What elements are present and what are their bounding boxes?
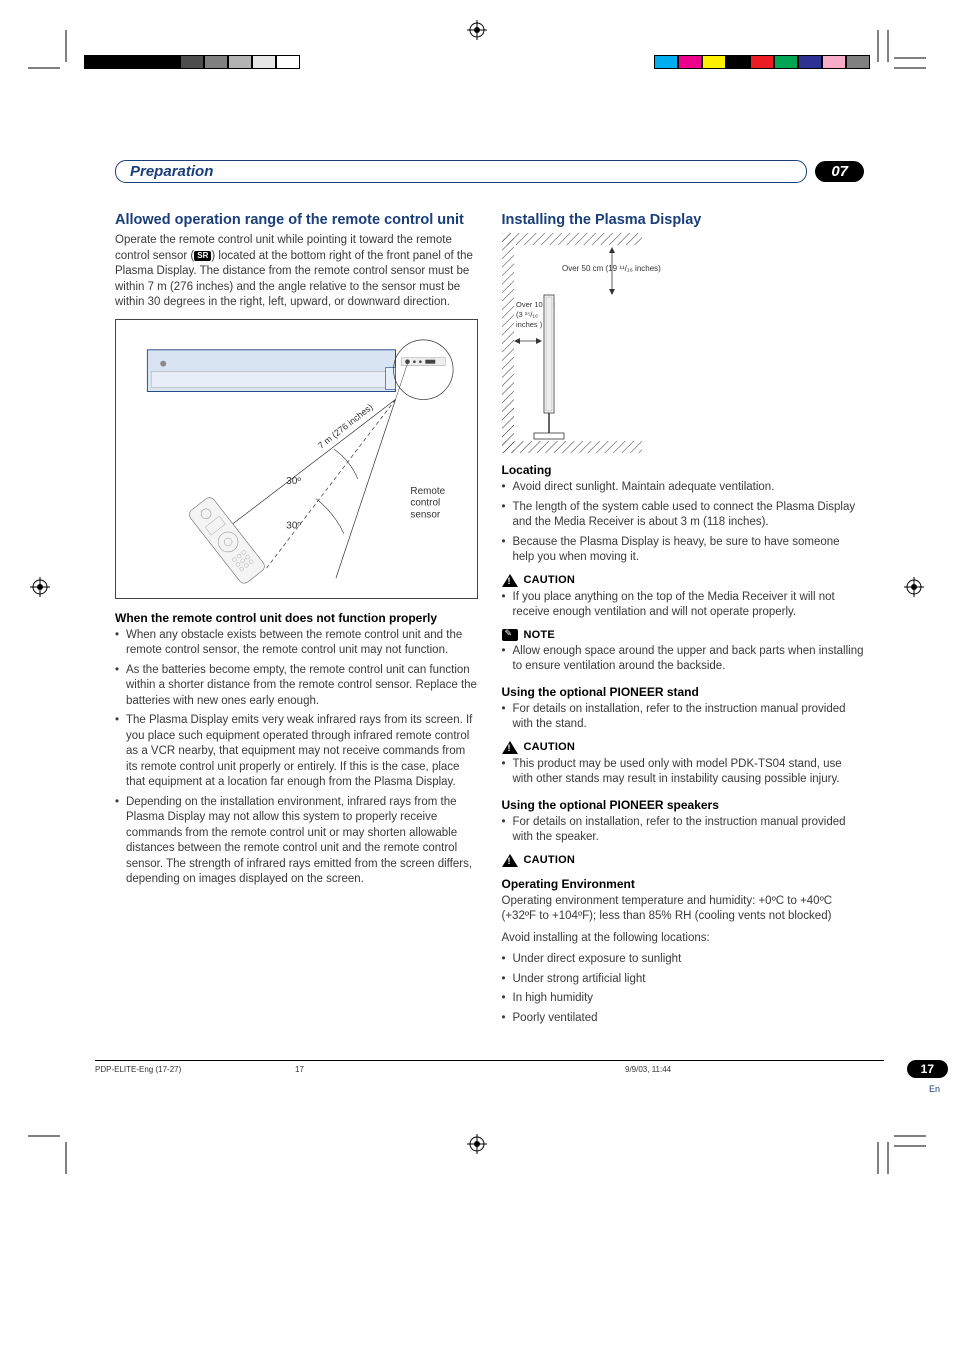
section-heading-remote-range: Allowed operation range of the remote co… (115, 211, 478, 229)
environment-p2: Avoid installing at the following locati… (502, 931, 865, 947)
figure-remote-range: 30º 30º 7 m (276 inches) (115, 319, 478, 599)
caution-icon (502, 854, 518, 867)
list-item: For details on installation, refer to th… (502, 815, 865, 846)
caution-label: CAUTION (524, 741, 576, 753)
sensor-label-3: sensor (410, 509, 440, 520)
caution-icon (502, 574, 518, 587)
print-marks-bottom (0, 1114, 954, 1174)
registration-mark-icon (467, 1134, 487, 1154)
caution-icon (502, 741, 518, 754)
list-item: For details on installation, refer to th… (502, 702, 865, 733)
environment-list: Under direct exposure to sunlight Under … (502, 952, 865, 1026)
list-item: Depending on the installation environmen… (115, 795, 478, 888)
section-heading-installing: Installing the Plasma Display (502, 211, 865, 229)
list-item: The length of the system cable used to c… (502, 500, 865, 531)
crop-mark-bottom-left-icon (28, 1124, 78, 1174)
distance-label: 7 m (276 inches) (316, 402, 375, 451)
left-column: Allowed operation range of the remote co… (115, 211, 478, 1032)
page-content: Preparation 07 Allowed operation range o… (0, 60, 954, 1114)
locating-list: Avoid direct sunlight. Maintain adequate… (502, 480, 865, 566)
angle-label-lower: 30º (286, 520, 301, 531)
registration-mark-right-icon (904, 577, 924, 597)
print-marks-top (0, 0, 954, 60)
footer-imprint: PDP-ELITE-Eng (17-27) 17 9/9/03, 11:44 (95, 1060, 884, 1074)
registration-mark-left-icon (30, 577, 50, 597)
note-list: Allow enough space around the upper and … (502, 644, 865, 675)
subheading-stand: Using the optional PIONEER stand (502, 685, 865, 699)
speakers-list: For details on installation, refer to th… (502, 815, 865, 846)
caution-callout: CAUTION (502, 854, 865, 867)
list-item: Under strong artificial light (502, 972, 865, 988)
note-icon (502, 629, 518, 641)
caution-callout: CAUTION (502, 574, 865, 587)
page-language: En (929, 1084, 940, 1094)
subheading-speakers: Using the optional PIONEER speakers (502, 798, 865, 812)
sensor-label-2: control (410, 497, 440, 508)
list-item: Poorly ventilated (502, 1011, 865, 1027)
caution1-list: If you place anything on the top of the … (502, 590, 865, 621)
list-item: Avoid direct sunlight. Maintain adequate… (502, 480, 865, 496)
stand-list: For details on installation, refer to th… (502, 702, 865, 733)
footer-page: 17 (295, 1065, 525, 1074)
subheading-environment: Operating Environment (502, 877, 865, 891)
caution-callout: CAUTION (502, 741, 865, 754)
registration-mark-icon (467, 20, 487, 40)
install-diagram: Over 50 cm (19 ¹¹/₁₆ inches) Over 10 cm … (502, 233, 722, 453)
footer-timestamp: 9/9/03, 11:44 (525, 1065, 884, 1074)
remote-malfunction-list: When any obstacle exists between the rem… (115, 628, 478, 888)
top-clearance-label: Over 50 cm (19 ¹¹/₁₆ inches) (562, 264, 661, 273)
list-item: Because the Plasma Display is heavy, be … (502, 535, 865, 566)
list-item: The Plasma Display emits very weak infra… (115, 713, 478, 791)
list-item: Under direct exposure to sunlight (502, 952, 865, 968)
note-callout: NOTE (502, 629, 865, 641)
chapter-number-badge: 07 (815, 161, 864, 182)
page-number-badge: 17 (907, 1060, 948, 1078)
sr-icon: SR (194, 251, 211, 261)
crop-mark-bottom-right-icon (876, 1124, 926, 1174)
sensor-label-1: Remote (410, 485, 445, 496)
subheading-remote-malfunction: When the remote control unit does not fu… (115, 611, 478, 625)
remote-range-intro: Operate the remote control unit while po… (115, 233, 478, 311)
environment-p1: Operating environment temperature and hu… (502, 894, 865, 925)
angle-label-upper: 30º (286, 476, 301, 487)
caution-label: CAUTION (524, 574, 576, 586)
subheading-locating: Locating (502, 463, 865, 477)
caution-label: CAUTION (524, 854, 576, 866)
list-item: In high humidity (502, 991, 865, 1007)
chapter-title: Preparation (115, 160, 807, 183)
chapter-header: Preparation 07 (115, 160, 864, 183)
list-item: When any obstacle exists between the rem… (115, 628, 478, 659)
list-item: If you place anything on the top of the … (502, 590, 865, 621)
remote-range-diagram: 30º 30º 7 m (276 inches) (116, 320, 477, 598)
list-item: As the batteries become empty, the remot… (115, 663, 478, 710)
figure-install-clearance: Over 50 cm (19 ¹¹/₁₆ inches) Over 10 cm … (502, 233, 722, 453)
right-column: Installing the Plasma Display (502, 211, 865, 1032)
side-clearance-3: inches ) (516, 320, 543, 329)
list-item: This product may be used only with model… (502, 757, 865, 788)
side-clearance-2: (3 ¹⁵/₁₆ (516, 310, 538, 319)
note-label: NOTE (524, 629, 555, 641)
footer-doc-name: PDP-ELITE-Eng (17-27) (95, 1065, 295, 1074)
list-item: Allow enough space around the upper and … (502, 644, 865, 675)
caution2-list: This product may be used only with model… (502, 757, 865, 788)
